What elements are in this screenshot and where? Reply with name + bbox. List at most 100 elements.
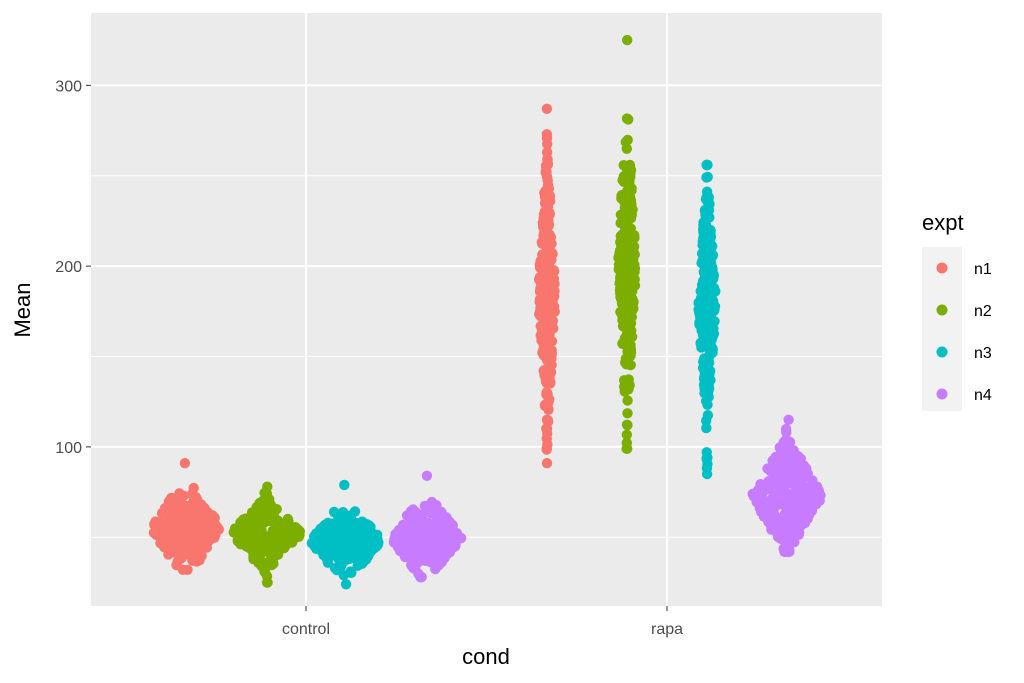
data-point: [536, 281, 547, 292]
data-point: [322, 548, 333, 559]
data-point: [765, 476, 777, 487]
data-point: [703, 356, 714, 367]
data-point: [163, 542, 174, 553]
data-point: [248, 548, 259, 560]
data-point: [779, 515, 790, 527]
data-point: [764, 518, 776, 529]
data-point: [352, 560, 363, 571]
data-point: [436, 546, 447, 557]
data-point: [349, 506, 361, 517]
data-point: [774, 475, 786, 487]
data-point: [546, 345, 557, 356]
data-point: [174, 488, 185, 499]
data-point: [700, 395, 712, 407]
data-point: [622, 34, 633, 46]
data-points: [148, 34, 826, 590]
data-point: [807, 476, 818, 488]
data-point: [697, 236, 708, 247]
data-point: [322, 557, 334, 568]
data-point: [541, 444, 552, 455]
data-point: [624, 380, 635, 391]
data-point: [444, 516, 455, 527]
data-point: [430, 553, 441, 565]
data-point: [613, 259, 625, 271]
data-point: [780, 423, 792, 435]
data-point: [698, 224, 709, 236]
data-point: [777, 440, 788, 451]
data-point: [159, 518, 170, 530]
data-point: [272, 515, 284, 526]
data-point: [541, 458, 553, 469]
data-point: [697, 338, 708, 349]
data-point: [699, 270, 711, 281]
data-point: [540, 160, 552, 172]
data-point: [701, 284, 712, 295]
data-point: [625, 234, 636, 246]
data-point: [549, 306, 560, 317]
data-point: [621, 443, 632, 454]
legend-swatch-n2: [936, 304, 948, 316]
data-point: [337, 507, 349, 518]
data-point: [541, 103, 553, 115]
data-point: [771, 491, 782, 502]
data-point: [615, 217, 626, 229]
data-point: [701, 415, 712, 426]
data-point: [541, 414, 553, 425]
data-point: [705, 231, 717, 243]
data-point: [339, 479, 350, 491]
data-point: [783, 414, 794, 425]
data-point: [346, 541, 357, 552]
data-point: [541, 129, 552, 140]
data-point: [291, 524, 303, 535]
data-point: [540, 318, 552, 329]
data-point: [433, 532, 445, 543]
data-point: [701, 422, 712, 434]
data-point: [622, 395, 633, 406]
data-point: [788, 509, 799, 521]
data-point: [542, 138, 553, 150]
data-point: [544, 250, 555, 261]
data-point: [421, 543, 432, 555]
x-tick-label: rapa: [651, 621, 683, 638]
data-point: [705, 258, 717, 269]
legend: expt n1 n2 n3 n4: [922, 210, 992, 411]
data-point: [621, 206, 632, 217]
data-point: [705, 339, 717, 351]
data-point: [546, 359, 557, 371]
data-point: [626, 311, 637, 323]
data-point: [703, 194, 714, 205]
data-point: [787, 448, 798, 459]
data-point: [357, 516, 368, 527]
data-point: [617, 283, 628, 294]
data-point: [801, 463, 812, 474]
data-point: [421, 532, 432, 543]
data-point: [622, 420, 633, 431]
legend-swatch-n1: [936, 262, 948, 274]
data-point: [702, 458, 713, 470]
data-point: [311, 534, 322, 546]
data-point: [401, 545, 412, 556]
data-point: [756, 480, 767, 492]
data-point: [798, 505, 810, 516]
data-point: [786, 489, 797, 501]
data-point: [698, 258, 709, 269]
legend-swatch-n3: [936, 346, 948, 358]
x-axis: control rapa: [282, 606, 683, 638]
plot-panel: [91, 13, 882, 606]
data-point: [542, 179, 554, 191]
data-point: [709, 316, 720, 327]
data-point: [179, 458, 191, 469]
x-tick-label: control: [282, 621, 330, 638]
legend-title: expt: [922, 210, 964, 235]
data-point: [431, 508, 442, 519]
data-point: [625, 359, 636, 371]
data-point: [541, 433, 552, 444]
data-point: [156, 507, 168, 519]
data-point: [540, 214, 551, 225]
data-point: [173, 505, 184, 517]
data-point: [616, 190, 627, 202]
data-point: [621, 429, 632, 440]
data-point: [701, 370, 713, 382]
data-point: [813, 485, 824, 496]
